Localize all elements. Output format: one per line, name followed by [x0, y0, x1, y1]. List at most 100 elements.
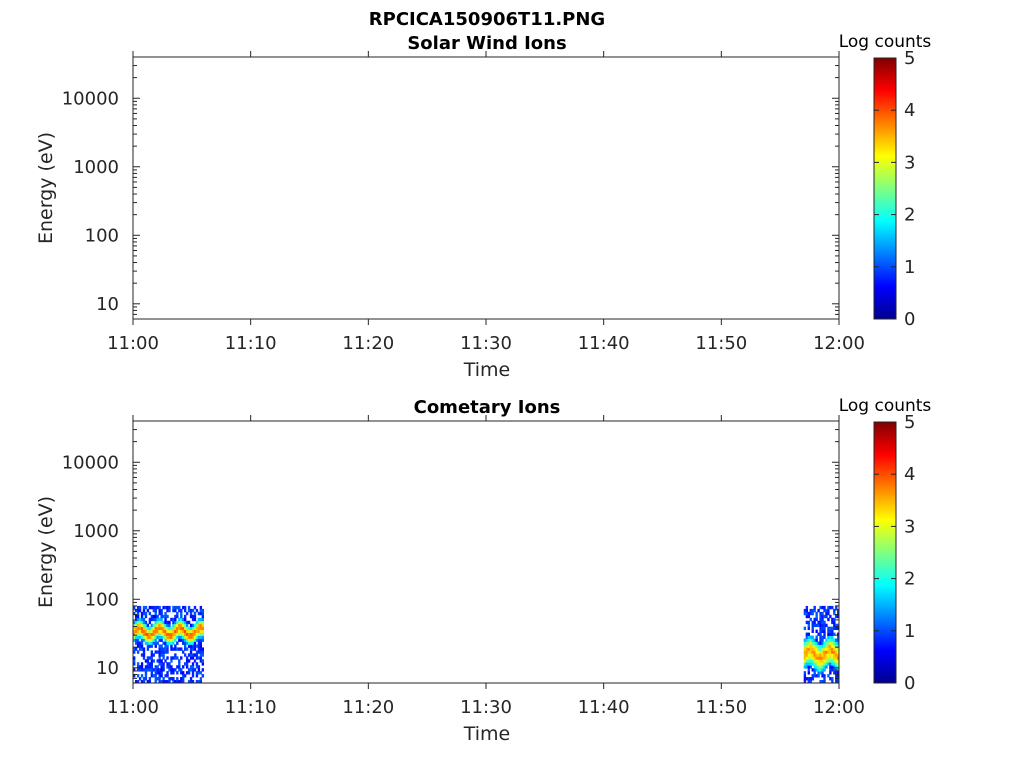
heatmap-cell — [837, 608, 840, 613]
heatmap-cell — [189, 650, 193, 654]
heatmap-cell — [803, 671, 807, 675]
heatmap-cell — [831, 650, 834, 654]
heatmap-cell — [195, 671, 199, 675]
heatmap-cell — [199, 659, 203, 663]
heatmap-cell — [831, 605, 834, 610]
heatmap-cell — [197, 629, 201, 633]
heatmap-cell — [154, 677, 157, 681]
heatmap-cell — [821, 668, 824, 672]
heatmap-cell — [156, 629, 159, 633]
heatmap-cell — [150, 617, 154, 622]
heatmap-cell — [837, 671, 840, 675]
heatmap-cell — [185, 632, 189, 636]
heatmap-cell — [166, 641, 169, 645]
heatmap-cell — [136, 674, 140, 678]
heatmap-cell — [160, 632, 163, 636]
heatmap-cell — [178, 623, 181, 628]
heatmap-cell — [817, 656, 820, 660]
heatmap-cell — [164, 659, 167, 663]
heatmap-cell — [154, 650, 157, 654]
heatmap-cell — [821, 665, 824, 669]
heatmap-cell — [803, 665, 807, 669]
heatmap-cell — [817, 662, 820, 666]
heatmap-cell — [170, 644, 173, 648]
heatmap-cell — [199, 671, 203, 675]
heatmap-cell — [803, 611, 807, 616]
heatmap-cell — [134, 623, 138, 628]
heatmap-cell — [821, 650, 824, 654]
heatmap-cell — [160, 665, 163, 669]
heatmap-cell — [134, 647, 138, 651]
heatmap-cell — [189, 647, 193, 651]
heatmap-cell — [178, 638, 181, 642]
heatmap-cell — [199, 677, 203, 681]
heatmap-cell — [201, 650, 204, 654]
heatmap-cell — [805, 641, 809, 645]
heatmap-cell — [166, 632, 169, 636]
heatmap-cell — [823, 665, 826, 669]
heatmap-cell — [807, 680, 810, 684]
heatmap-cell — [142, 647, 146, 651]
heatmap-cell — [138, 677, 142, 681]
heatmap-cell — [195, 680, 199, 684]
heatmap-cell — [827, 617, 830, 622]
heatmap-cell — [803, 638, 807, 642]
heatmap-cell — [831, 662, 834, 666]
heatmap-cell — [199, 635, 203, 639]
heatmap-cell — [168, 605, 171, 610]
x-tick-label: 11:10 — [225, 333, 277, 354]
heatmap-cell — [833, 647, 836, 651]
heatmap-cell — [164, 674, 167, 678]
heatmap-cell — [136, 620, 140, 625]
heatmap-cell — [803, 674, 807, 678]
y-tick-label: 100 — [85, 225, 119, 246]
heatmap-cell — [189, 611, 193, 616]
heatmap-cell — [172, 629, 175, 633]
heatmap-cell — [187, 653, 191, 657]
heatmap-cell — [827, 626, 830, 631]
heatmap-cell — [154, 617, 157, 622]
heatmap-cell — [815, 653, 818, 657]
heatmap-cell — [837, 614, 840, 619]
heatmap-cell — [162, 656, 165, 660]
heatmap-cell — [189, 635, 193, 639]
heatmap-cell — [807, 644, 810, 648]
heatmap-cell — [172, 608, 175, 613]
heatmap-cell — [831, 668, 834, 672]
heatmap-cell — [152, 638, 155, 642]
heatmap-cell — [817, 608, 820, 613]
heatmap-cell — [185, 626, 189, 631]
heatmap-cell — [156, 632, 159, 636]
heatmap-cell — [195, 635, 199, 639]
heatmap-cell — [835, 662, 838, 666]
heatmap-cell — [833, 638, 836, 642]
heatmap-cell — [160, 617, 163, 622]
heatmap-cell — [813, 662, 816, 666]
heatmap-cell — [199, 650, 203, 654]
panel-solar-wind: Solar Wind Ions 11:00 11:10 11:20 11:30 11:4… — [35, 32, 931, 381]
heatmap-cell — [180, 620, 183, 625]
heatmap-cell — [140, 617, 144, 622]
heatmap-cell — [183, 641, 187, 645]
panel-cometary: Cometary Ions 11:00 11:10 11:20 11:30 11:40 1… — [35, 396, 931, 745]
heatmap-cell — [833, 668, 836, 672]
heatmap-cell — [158, 662, 161, 666]
heatmap-cell — [150, 638, 154, 642]
heatmap-cell — [180, 677, 183, 681]
heatmap-cell — [201, 662, 204, 666]
heatmap-cell — [803, 641, 807, 645]
heatmap-cell — [182, 632, 185, 636]
heatmap-cell — [191, 671, 195, 675]
heatmap-cell — [164, 626, 167, 631]
heatmap-cell — [160, 647, 163, 651]
heatmap-cell — [150, 650, 154, 654]
heatmap-cell — [833, 632, 836, 636]
y-tick-label: 1000 — [73, 157, 119, 178]
heatmap-cell — [154, 665, 157, 669]
heatmap-cell — [193, 638, 197, 642]
heatmap-cell — [187, 671, 191, 675]
x-tick-label: 11:40 — [578, 333, 630, 354]
heatmap-cell — [164, 641, 167, 645]
heatmap-cell — [152, 614, 155, 619]
heatmap-cell — [815, 674, 818, 678]
